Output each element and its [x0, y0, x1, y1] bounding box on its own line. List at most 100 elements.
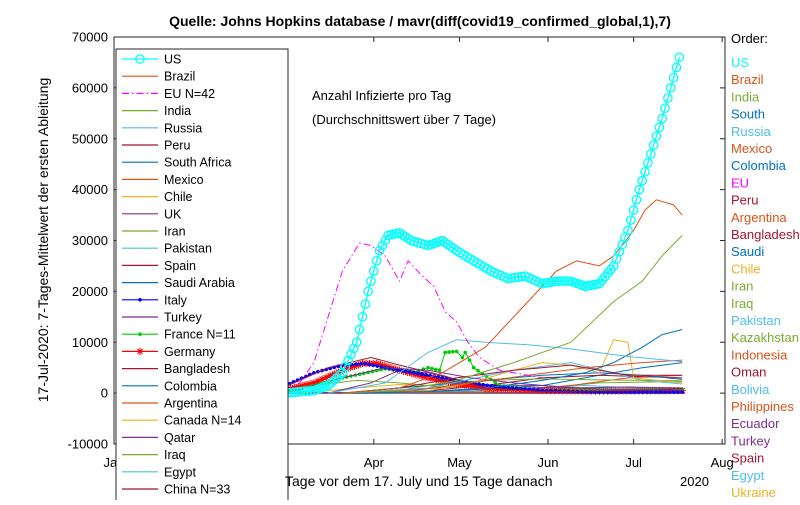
data-point: [451, 349, 455, 354]
legend-label: Egypt: [164, 465, 196, 479]
data-point: [506, 273, 517, 283]
y-tick-label: 40000: [72, 182, 108, 197]
order-item: Colombia: [731, 158, 787, 173]
order-item: Saudi: [731, 244, 764, 259]
series-eu-n-42: [270, 242, 543, 394]
data-point: [471, 365, 476, 370]
y-axis-label: 17-Jul-2020: 7-Tages-Mittelwert der erst…: [35, 78, 51, 403]
data-point: [643, 158, 653, 168]
y-tick-label: -10000: [68, 437, 108, 452]
series-russia: [328, 339, 683, 394]
order-item: Brazil: [731, 72, 764, 87]
data-point: [138, 298, 142, 302]
data-point: [323, 380, 333, 391]
data-point: [649, 390, 654, 394]
data-point: [634, 184, 645, 195]
data-point: [641, 390, 645, 394]
legend-label: Chile: [164, 190, 193, 204]
data-point: [379, 365, 384, 369]
series-line: [342, 235, 683, 394]
series-line: [356, 329, 683, 394]
data-point: [485, 383, 490, 388]
legend-item: Argentina: [122, 397, 218, 411]
order-item: Spain: [731, 451, 764, 466]
data-point: [424, 373, 428, 377]
legend-label: Iran: [164, 225, 186, 239]
data-point: [680, 390, 684, 394]
data-point: [654, 122, 665, 133]
order-title: Order:: [731, 31, 768, 46]
data-point: [420, 372, 424, 377]
legend-item: EU N=42: [122, 87, 215, 101]
data-point: [651, 131, 662, 142]
legend-label: China N=33: [164, 483, 230, 497]
year-label: 2020: [680, 474, 709, 489]
order-item: EU: [731, 175, 749, 190]
order-item: Turkey: [731, 433, 771, 448]
legend-label: US: [164, 53, 181, 67]
series-line: [270, 57, 680, 394]
data-point: [407, 370, 412, 374]
data-point: [640, 166, 650, 177]
data-point: [671, 390, 676, 394]
x-tick-label: Jul: [625, 455, 642, 470]
order-item: Oman: [731, 365, 766, 380]
legend-label: Canada N=14: [164, 414, 242, 428]
legend-item: Bangladesh: [122, 362, 230, 376]
data-point: [302, 386, 313, 397]
data-point: [674, 52, 685, 63]
legend-item: France N=11: [122, 328, 236, 342]
data-point: [623, 225, 633, 236]
legend-label: India: [164, 104, 191, 118]
data-point: [371, 363, 376, 368]
legend-item: Egypt: [122, 465, 196, 479]
data-point: [368, 266, 379, 276]
data-point: [437, 368, 442, 373]
data-point: [676, 390, 680, 394]
order-item: Kazakhstan: [731, 330, 799, 345]
legend-label: Saudi Arabia: [164, 276, 235, 290]
legend-label: Russia: [164, 121, 202, 135]
legend-label: Pakistan: [164, 242, 212, 256]
legend-label: Spain: [164, 259, 196, 273]
data-point: [328, 375, 339, 386]
data-point: [357, 311, 368, 322]
data-point: [138, 332, 142, 337]
data-point: [305, 386, 316, 396]
data-point: [403, 369, 408, 374]
data-point: [411, 370, 416, 375]
legend-item: Chile: [122, 190, 193, 204]
series-layer: [170, 52, 686, 398]
y-tick-label: 50000: [72, 131, 108, 146]
data-point: [623, 390, 628, 394]
data-point: [665, 83, 676, 93]
legend-label: Brazil: [164, 70, 195, 84]
series-line: [270, 357, 683, 394]
data-point: [454, 349, 459, 354]
data-point: [645, 149, 656, 159]
data-point: [135, 54, 145, 64]
data-point: [463, 350, 467, 355]
data-point: [503, 273, 513, 284]
data-point: [477, 382, 481, 386]
legend-item: Pakistan: [122, 242, 212, 256]
data-point: [447, 350, 451, 354]
legend-item: Saudi Arabia: [122, 276, 235, 290]
legend-label: UK: [164, 207, 182, 221]
order-item: Ukraine: [731, 485, 776, 500]
data-point: [377, 240, 388, 251]
series-line: [285, 367, 683, 394]
data-point: [136, 347, 144, 355]
data-point: [671, 62, 682, 73]
series-line: [328, 339, 683, 394]
data-point: [510, 386, 515, 390]
legend-item: India: [122, 104, 191, 118]
y-tick-label: 20000: [72, 284, 108, 299]
order-item: Pakistan: [731, 313, 781, 328]
legend-label: Argentina: [164, 397, 218, 411]
order-item: South: [731, 107, 765, 122]
annotation-line-1: Anzahl Infizierte pro Tag: [312, 88, 451, 103]
data-point: [663, 93, 673, 103]
data-point: [493, 380, 497, 385]
data-point: [360, 299, 371, 309]
